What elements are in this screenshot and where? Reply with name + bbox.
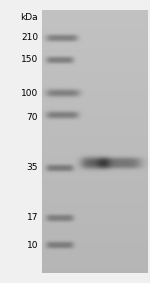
Text: 210: 210: [21, 33, 38, 42]
Text: 35: 35: [27, 164, 38, 173]
Text: 17: 17: [27, 213, 38, 222]
Text: 10: 10: [27, 241, 38, 250]
Text: 100: 100: [21, 89, 38, 98]
Text: 70: 70: [27, 113, 38, 123]
Text: kDa: kDa: [20, 14, 38, 23]
Text: 150: 150: [21, 55, 38, 65]
